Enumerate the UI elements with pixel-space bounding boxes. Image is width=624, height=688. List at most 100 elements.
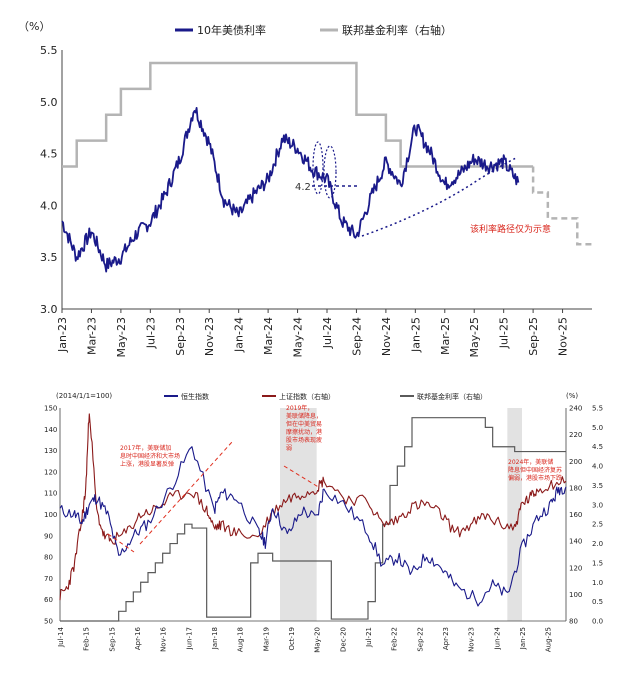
chart2-right-tick-label: 1.0 <box>592 579 603 587</box>
chart2-left-tick-label: 90 <box>44 532 53 540</box>
annotation-2017: 2017年，美联储加息时中国经济和大市场上涨，港股显著反弹 <box>120 444 180 468</box>
chart2-xtick-label: Aug-25 <box>545 627 553 652</box>
chart2-right-tick-label: 2.0 <box>592 540 603 548</box>
chart1-unit-label: （%） <box>18 20 50 33</box>
chart2-right-tick-label: 0.5 <box>592 598 603 606</box>
chart2-xtick-label: Feb-15 <box>83 627 91 651</box>
chart2-xtick-label: Mar-19 <box>262 627 270 651</box>
legend2-label-hsi: 恒生指数 <box>181 392 209 401</box>
chart2-right-tick-label: 5.5 <box>592 405 603 413</box>
chart2-xtick-label: Sep-22 <box>416 627 424 652</box>
legend2-label-fedfunds: 联邦基金利率（右轴） <box>417 392 487 401</box>
chart1-xtick-label: Jan-25 <box>409 317 422 353</box>
chart2-right-tick-label: 0.0 <box>592 618 603 626</box>
chart1-xtick-label: Sep-24 <box>350 317 363 356</box>
chart2-left-tick-label: 50 <box>44 618 53 626</box>
chart1-xtick-label: Nov-24 <box>380 317 393 356</box>
chart2-mid-tick-label: 180 <box>569 484 582 492</box>
chart2-right-tick-label: 2.5 <box>592 521 603 529</box>
chart2-xtick-label: Sep-15 <box>108 627 116 652</box>
chart1-ytick-label: 4.0 <box>40 199 58 212</box>
legend1-label-treasury: 10年美债利率 <box>197 23 266 37</box>
legend2-label-sse: 上证指数（右轴） <box>279 392 335 401</box>
chart2-mid-tick-label: 240 <box>569 405 582 413</box>
chart2-xtick-label: Jul-21 <box>365 627 373 648</box>
chart1-xtick-label: Jul-23 <box>144 317 157 349</box>
chart2-xtick-label: Dec-20 <box>339 627 347 652</box>
annotation-2024: 2024年，美联储降息但中国经济复苏偏弱，港股市场下跌 <box>508 458 562 482</box>
chart2-mid-tick-label: 140 <box>569 538 582 546</box>
chart1-xtick-label: Nov-25 <box>557 317 570 356</box>
chart2-xtick-label: Apr-16 <box>134 626 142 650</box>
chart1-xtick-label: Mar-25 <box>439 317 452 355</box>
fedfunds-line-chart2 <box>60 417 566 622</box>
shaded-period-2024 <box>507 408 522 621</box>
chart1-xtick-label: May-24 <box>292 317 305 358</box>
chart1-xtick-label: Nov-23 <box>203 317 216 356</box>
rate-chart: （%） 10年美债利率 联邦基金利率（右轴） 5.5 5.0 4.5 4.0 3.5 3.… <box>18 20 592 358</box>
fedfunds-projection-line <box>531 166 592 246</box>
chart2-mid-tick-label: 160 <box>569 511 582 519</box>
chart1-xtick-label: May-23 <box>115 317 128 358</box>
chart2-left-tick-label: 120 <box>44 468 57 476</box>
chart2-xtick-label: Jul-14 <box>57 626 65 647</box>
chart1-ytick-label: 3.5 <box>40 251 58 264</box>
treasury-10y-line <box>61 107 520 273</box>
chart2-right-tick-label: 5.0 <box>592 424 603 432</box>
chart1-xtick-label: Sep-23 <box>174 317 187 356</box>
chart2-right-tick-label: 1.5 <box>592 559 603 567</box>
chart1-xtick-label: Jul-25 <box>498 317 511 349</box>
chart1-ytick-label: 5.5 <box>40 44 58 57</box>
chart2-left-tick-label: 140 <box>44 426 57 434</box>
chart2-left-tick-label: 60 <box>44 596 53 604</box>
hk-index-chart: (2014/1/1=100) (%) 恒生指数 上证指数（右轴） 联邦基金利率（… <box>44 392 603 653</box>
chart2-xtick-label: Jan-25 <box>519 627 527 650</box>
chart2-left-tick-label: 70 <box>44 575 53 583</box>
chart2-right-tick-label: 4.5 <box>592 443 603 451</box>
chart2-xtick-label: Apr-23 <box>442 627 450 650</box>
chart1-xtick-label: Jul-24 <box>321 317 334 349</box>
chart2-xtick-label: Oct-19 <box>288 627 296 651</box>
fedfunds-line <box>62 61 534 168</box>
chart1-xtick-label: Jan-24 <box>233 317 246 353</box>
chart2-unit-label: (%) <box>566 392 578 400</box>
dotted-peak-marker-right <box>323 145 337 199</box>
chart1-xtick-label: Sep-25 <box>527 317 540 356</box>
chart2-xtick-label: May-20 <box>314 627 322 653</box>
chart2-mid-tick-label: 80 <box>569 618 578 626</box>
illustrative-rate-path <box>361 157 517 237</box>
chart2-left-tick-label: 110 <box>44 490 57 498</box>
illustrative-path-note: 该利率路径仅为示意 <box>470 223 551 235</box>
chart1-ytick-label: 4.5 <box>40 148 58 161</box>
chart2-mid-tick-label: 220 <box>569 431 582 439</box>
chart2-xtick-label: Feb-22 <box>391 627 399 651</box>
sse-index-line <box>59 413 567 601</box>
chart1-xtick-label: Jan-23 <box>56 317 69 353</box>
chart1-xtick-label: May-25 <box>468 317 481 358</box>
chart2-right-tick-label: 3.0 <box>592 501 603 509</box>
chart2-xtick-label: Jun-17 <box>185 627 193 650</box>
chart2-mid-tick-label: 200 <box>569 458 582 466</box>
level-4-2-label: 4.2 <box>295 182 311 193</box>
trend-2017 <box>139 441 233 545</box>
dotted-peak-marker-left <box>312 141 324 195</box>
chart2-left-tick-label: 150 <box>44 405 57 413</box>
chart1-ytick-label: 3.0 <box>40 303 58 316</box>
chart2-mid-tick-label: 120 <box>569 564 582 572</box>
annotation-2019: 2019年，美联储降息，但在中美贸易摩擦扰动，港股市场表现疲弱 <box>286 404 322 452</box>
chart2-right-tick-label: 4.0 <box>592 463 603 471</box>
chart2-left-tick-label: 80 <box>44 554 53 562</box>
chart2-xtick-label: Nov-23 <box>468 627 476 652</box>
chart1-xtick-label: Mar-24 <box>262 317 275 355</box>
chart1-ytick-label: 5.0 <box>40 96 58 109</box>
chart2-mid-tick-label: 100 <box>569 591 582 599</box>
hsi-index-line <box>59 446 567 607</box>
chart2-base-label: (2014/1/1=100) <box>56 392 112 400</box>
chart2-xtick-label: Jan-18 <box>211 627 219 650</box>
legend1-label-fedfunds: 联邦基金利率（右轴） <box>342 23 452 37</box>
trend-2015 <box>107 533 135 553</box>
chart2-xtick-label: Nov-16 <box>160 626 168 651</box>
chart2-left-tick-label: 100 <box>44 511 57 519</box>
trend-2019 <box>283 465 321 489</box>
chart2-xtick-label: Aug-18 <box>237 627 245 652</box>
